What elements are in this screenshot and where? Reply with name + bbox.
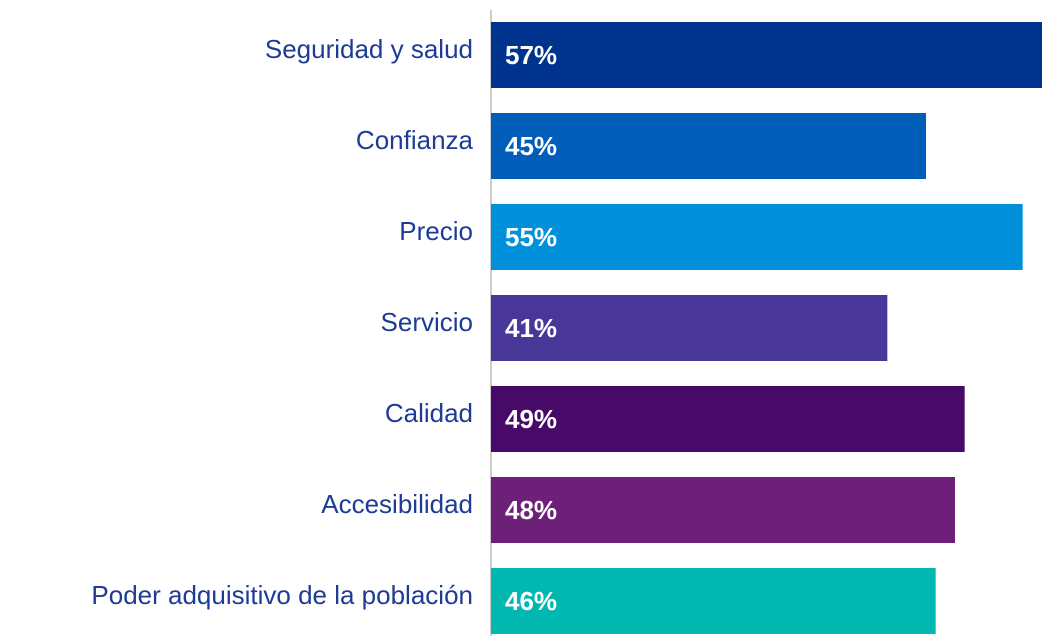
category-label: Confianza <box>356 125 474 155</box>
category-label: Seguridad y salud <box>265 34 473 64</box>
value-label: 48% <box>505 495 557 525</box>
bar <box>491 113 926 179</box>
category-label: Calidad <box>385 398 473 428</box>
value-label: 46% <box>505 586 557 616</box>
bar <box>491 477 955 543</box>
category-label: Accesibilidad <box>321 489 473 519</box>
category-label: Poder adquisitivo de la población <box>91 580 473 610</box>
bar <box>491 386 965 452</box>
bar <box>491 568 936 634</box>
bar <box>491 204 1023 270</box>
bar <box>491 295 888 361</box>
category-label: Precio <box>399 216 473 246</box>
value-label: 41% <box>505 313 557 343</box>
value-label: 57% <box>505 40 557 70</box>
bar <box>491 22 1042 88</box>
value-label: 49% <box>505 404 557 434</box>
category-label: Servicio <box>381 307 473 337</box>
value-label: 45% <box>505 131 557 161</box>
value-label: 55% <box>505 222 557 252</box>
